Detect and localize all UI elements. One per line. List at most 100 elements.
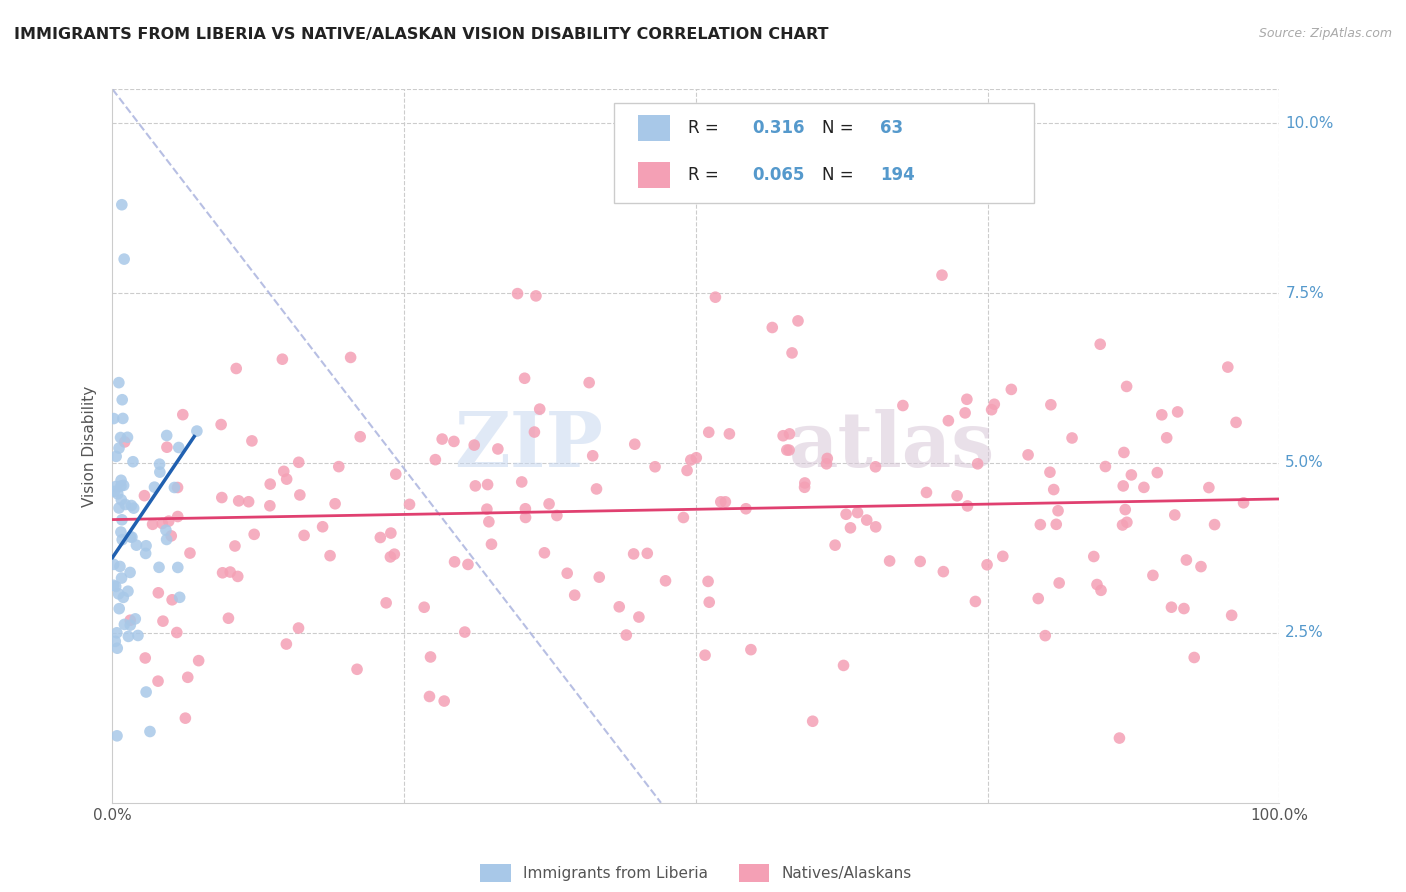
Point	[125, 538, 148, 552]
Point	[179, 546, 201, 560]
Point	[160, 529, 183, 543]
Point	[104, 634, 127, 648]
Point	[240, 434, 263, 448]
Point	[103, 558, 125, 572]
Point	[457, 558, 479, 572]
Point	[419, 650, 441, 665]
Point	[110, 430, 132, 444]
Point	[127, 628, 149, 642]
Point	[1198, 481, 1220, 495]
Point	[1114, 502, 1136, 516]
Point	[108, 376, 131, 390]
Point	[211, 491, 233, 505]
Point	[111, 411, 134, 425]
Point	[169, 591, 191, 605]
Point	[111, 533, 134, 547]
Y-axis label: Vision Disability: Vision Disability	[82, 385, 97, 507]
Text: 0.316: 0.316	[752, 120, 804, 137]
Point	[117, 584, 139, 599]
Point	[110, 524, 132, 539]
Point	[956, 499, 979, 513]
Point	[152, 614, 174, 628]
Point	[430, 432, 453, 446]
Point	[585, 482, 607, 496]
Point	[120, 618, 142, 632]
Point	[801, 714, 824, 729]
Point	[1220, 608, 1243, 623]
Point	[1094, 459, 1116, 474]
Text: 10.0%: 10.0%	[1285, 116, 1334, 131]
FancyBboxPatch shape	[614, 103, 1035, 203]
Point	[292, 528, 315, 542]
Point	[776, 443, 799, 458]
Point	[110, 479, 132, 493]
Point	[1039, 398, 1062, 412]
Point	[288, 488, 311, 502]
Point	[1160, 600, 1182, 615]
Point	[1060, 431, 1083, 445]
Point	[163, 481, 186, 495]
Point	[287, 455, 309, 469]
Text: N =: N =	[823, 167, 859, 185]
Point	[679, 453, 702, 467]
Point	[623, 547, 645, 561]
Point	[217, 611, 239, 625]
Point	[1090, 337, 1112, 351]
Point	[110, 571, 132, 585]
Point	[710, 495, 733, 509]
Point	[627, 610, 650, 624]
Point	[1164, 508, 1187, 522]
Text: 2.5%: 2.5%	[1285, 625, 1324, 640]
Point	[564, 588, 586, 602]
Point	[693, 648, 716, 663]
Point	[832, 658, 855, 673]
Point	[443, 434, 465, 449]
Point	[464, 479, 486, 493]
Point	[478, 515, 501, 529]
Point	[112, 591, 135, 605]
Point	[148, 560, 170, 574]
Point	[529, 402, 551, 417]
Point	[676, 463, 699, 477]
Point	[108, 441, 131, 455]
Point	[1173, 601, 1195, 615]
Point	[134, 489, 156, 503]
Point	[1045, 517, 1067, 532]
Point	[835, 508, 858, 522]
Point	[103, 578, 125, 592]
Point	[513, 371, 536, 385]
Point	[533, 546, 555, 560]
Point	[160, 592, 183, 607]
Point	[382, 547, 405, 561]
Point	[143, 480, 166, 494]
Point	[623, 437, 645, 451]
Point	[555, 566, 578, 581]
Point	[104, 579, 127, 593]
Point	[1085, 577, 1108, 591]
Point	[1112, 479, 1135, 493]
Point	[938, 414, 960, 428]
Point	[636, 546, 658, 560]
Point	[506, 286, 529, 301]
Point	[697, 595, 720, 609]
Point	[1204, 517, 1226, 532]
Point	[259, 499, 281, 513]
Point	[110, 473, 132, 487]
Point	[865, 520, 887, 534]
Point	[107, 587, 129, 601]
Point	[114, 498, 136, 512]
Point	[1175, 553, 1198, 567]
Point	[793, 480, 815, 494]
Point	[112, 252, 135, 266]
Point	[111, 392, 134, 407]
Point	[908, 554, 931, 568]
Point	[380, 526, 402, 541]
Point	[155, 533, 177, 547]
Point	[523, 425, 546, 439]
Point	[1142, 568, 1164, 582]
Point	[142, 517, 165, 532]
Point	[319, 549, 342, 563]
Point	[1182, 650, 1205, 665]
Point	[413, 600, 436, 615]
Point	[117, 629, 139, 643]
